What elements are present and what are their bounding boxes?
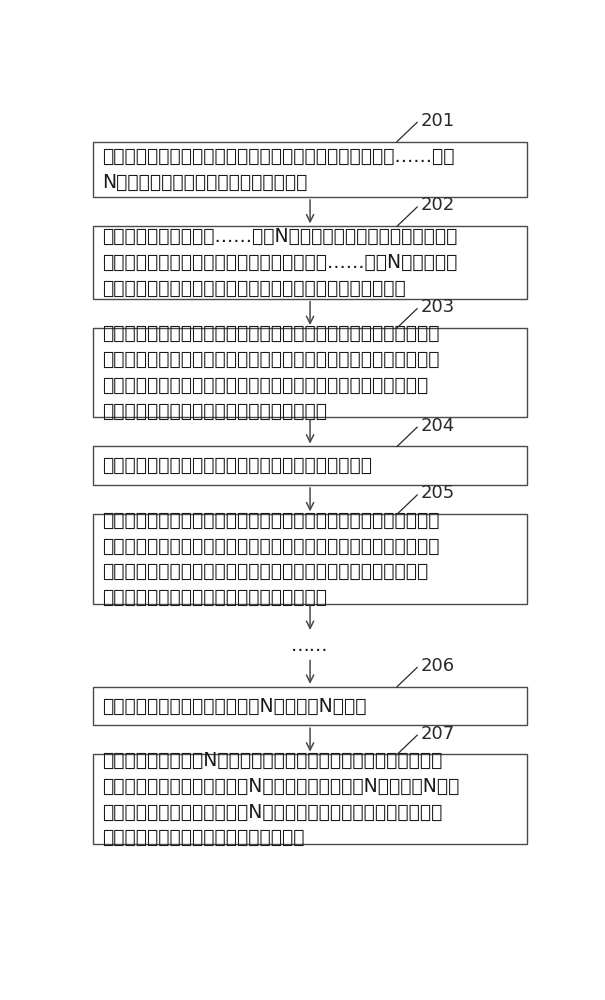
Text: 控制研磨头依次对第N圆上各段路径的离散点进行研磨，研磨头与轴
对称元器件的法线的夹角为第N角度，研磨头位于第N圆上的第N离散
点的位置不变，在研磨头对第N圆上各: 控制研磨头依次对第N圆上各段路径的离散点进行研磨，研磨头与轴 对称元器件的法线的… (102, 751, 459, 847)
Text: 206: 206 (420, 657, 454, 675)
Bar (93, 142, 528, 197)
Text: 202: 202 (420, 196, 454, 214)
Text: 201: 201 (420, 112, 454, 130)
Bar (93, 514, 528, 604)
Text: 控制研磨头依次对第一圆上各段路径的离散点进行研磨，研磨头与轴
对称元器件的法线的夹角为第一角度，研磨头位于第一圆上的第一离
散点的位置不变，在研磨头对第一圆上各: 控制研磨头依次对第一圆上各段路径的离散点进行研磨，研磨头与轴 对称元器件的法线的… (102, 324, 439, 421)
Text: 203: 203 (420, 298, 454, 316)
Text: 207: 207 (420, 725, 454, 743)
Bar (93, 687, 528, 725)
Bar (93, 754, 528, 844)
Bar (93, 226, 528, 299)
Text: 204: 204 (420, 417, 454, 435)
Text: 控制研磨头从第一离散点推进至第二圆上的第二离散点: 控制研磨头从第一离散点推进至第二圆上的第二离散点 (102, 456, 372, 475)
Text: 205: 205 (420, 484, 454, 502)
Text: 分别确定轴对称元器件的待研磨表面上的第一圆、第二圆、……、第
N圆上各段路径的离散点对应的待研磨量: 分别确定轴对称元器件的待研磨表面上的第一圆、第二圆、……、第 N圆上各段路径的离… (102, 147, 454, 192)
Text: 根据第一圆、第二圆、……、第N圆上各段路径的离散点对应的待研
磨量，分别确定在研磨头对第一圆、第二圆、……、第N圆上各段路
径的离散点进行研磨时，轴对称元器件所: 根据第一圆、第二圆、……、第N圆上各段路径的离散点对应的待研 磨量，分别确定在研… (102, 227, 457, 298)
Text: 以此类推，控制研磨头推进至第N圆上的第N离散点: 以此类推，控制研磨头推进至第N圆上的第N离散点 (102, 696, 367, 715)
Text: 控制研磨头依次对第二圆上各段路径的离散点进行研磨，研磨头与轴
对称元器件的法线的夹角为第二角度，研磨头位于第二圆上的第二离
散点的位置不变，在研磨头对第二圆上各: 控制研磨头依次对第二圆上各段路径的离散点进行研磨，研磨头与轴 对称元器件的法线的… (102, 511, 439, 607)
Text: ……: …… (292, 636, 329, 655)
Bar (93, 328, 528, 417)
Bar (93, 446, 528, 485)
